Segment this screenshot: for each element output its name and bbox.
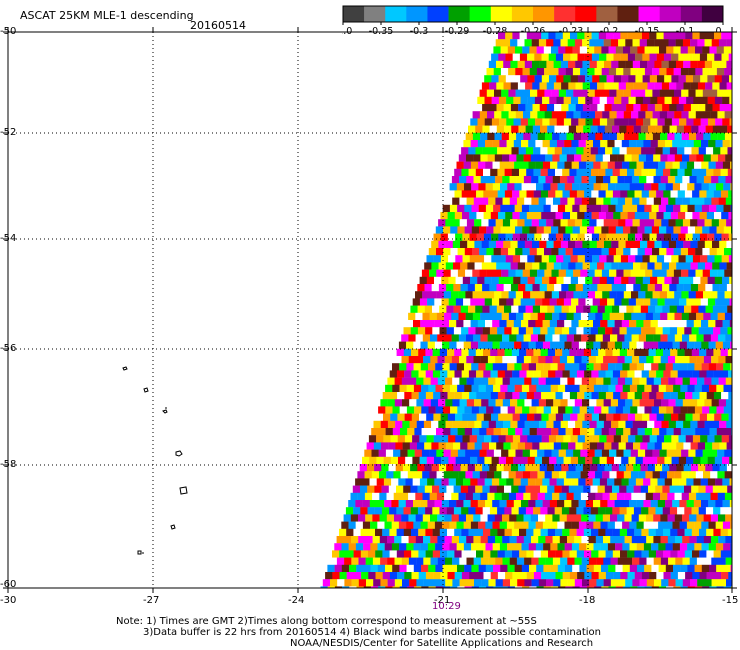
map-date: 20160514 — [190, 19, 246, 32]
legend-label: -0.35 — [369, 26, 394, 35]
legend-swatch — [575, 6, 597, 22]
legend-swatch — [680, 6, 703, 22]
legend-swatch — [490, 6, 513, 22]
lat-label-50: -50 — [0, 26, 17, 37]
legend-label: -1.0 — [342, 26, 352, 35]
legend-swatch — [406, 6, 428, 22]
lat-label-56: -56 — [0, 343, 17, 354]
legend-label: -0.28 — [483, 26, 508, 35]
lon-label-30: -30 — [0, 595, 17, 606]
legend-swatch — [596, 6, 618, 22]
map-frame — [7, 31, 733, 589]
map-title: ASCAT 25KM MLE-1 descending — [20, 9, 194, 22]
lon-label-15: -15 — [722, 595, 739, 606]
legend-swatch — [448, 6, 470, 22]
legend-swatch — [511, 6, 534, 22]
note-line-1: Note: 1) Times are GMT 2)Times along bot… — [116, 616, 537, 627]
lon-label-18: -18 — [579, 595, 596, 606]
swath-cells — [320, 32, 732, 589]
color-legend: -1.0 -0.35 -0.3 -0.29 -0.28 -0.26 -0.23 -0.2 -0.… — [342, 5, 724, 35]
legend-label: -0.15 — [635, 26, 660, 35]
pass-time: 10:29 — [432, 601, 461, 612]
legend-swatch — [385, 6, 407, 22]
lon-label-21: -21 — [434, 595, 451, 606]
legend-swatch — [427, 6, 449, 22]
legend-label: -0.2 — [600, 26, 619, 35]
legend-swatch — [659, 6, 682, 22]
legend-label: -0.3 — [410, 26, 429, 35]
legend-label: -0.23 — [559, 26, 584, 35]
legend-label: -0.29 — [445, 26, 470, 35]
graticule — [8, 32, 732, 588]
lat-label-54: -54 — [0, 233, 17, 244]
legend-label: -0.1 — [676, 26, 695, 35]
lon-label-27: -27 — [143, 595, 160, 606]
lat-label-58: -58 — [0, 459, 17, 470]
legend-label: 0.0 — [715, 26, 724, 35]
legend-swatch — [469, 6, 492, 22]
legend-swatch — [638, 6, 660, 22]
lat-label-60: -60 — [0, 579, 17, 590]
lon-label-24: -24 — [288, 595, 305, 606]
note-line-3: NOAA/NESDIS/Center for Satellite Applica… — [290, 638, 594, 649]
island-outlines — [122, 366, 188, 555]
lat-label-52: -52 — [0, 127, 17, 138]
legend-swatch — [343, 6, 365, 22]
legend-label: -0.26 — [521, 26, 546, 35]
legend-swatch — [617, 6, 639, 22]
legend-swatch — [701, 6, 724, 22]
legend-swatch — [364, 6, 386, 22]
legend-swatch — [533, 6, 555, 22]
legend-swatch — [554, 6, 576, 22]
note-line-2: 3)Data buffer is 22 hrs from 20160514 4)… — [143, 627, 601, 638]
